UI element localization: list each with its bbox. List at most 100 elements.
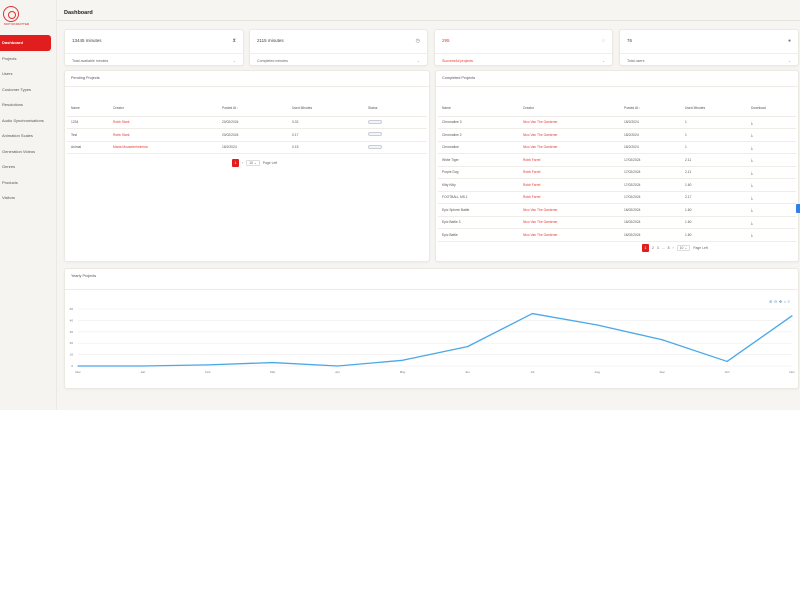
chevron-right-icon[interactable]: › bbox=[242, 161, 244, 165]
column-header-name[interactable]: Name bbox=[67, 100, 109, 117]
cell-used-minutes: 1.60 bbox=[681, 178, 747, 192]
cell-name: Chromaline bbox=[438, 141, 519, 154]
page-size-value: 10 bbox=[679, 246, 684, 250]
table-row[interactable]: White Tiger Robb Farrel 17/02/2024 2.11 ⤓ bbox=[438, 153, 796, 167]
chevron-down-icon[interactable]: ⌄ bbox=[416, 59, 420, 63]
table-row[interactable]: Chromaline Nico Van The Gardener 18/2/2024… bbox=[438, 141, 796, 154]
download-icon[interactable]: ⤓ bbox=[751, 182, 753, 188]
zoom-in-icon[interactable]: ⊕ bbox=[769, 299, 773, 304]
cell-creator-link[interactable]: Nico Van The Gardener bbox=[519, 141, 620, 154]
cell-creator-link[interactable]: Robb Stark bbox=[109, 128, 218, 142]
stat-label: Total users bbox=[627, 59, 645, 63]
table-row[interactable]: Epic Sphere Battle Nico Van The Gardener 1… bbox=[438, 203, 796, 217]
download-icon[interactable]: ⤓ bbox=[751, 119, 753, 125]
main-content: Dashboard 13445 minutes ⧗ Total availabl… bbox=[57, 0, 800, 410]
cell-creator-link[interactable]: Nico Van The Gardener bbox=[519, 228, 620, 242]
cell-used-minutes: 1 bbox=[681, 128, 747, 142]
cell-creator-link[interactable]: Robb Farrel bbox=[519, 153, 620, 167]
cell-posted-at: 16/02/2024 bbox=[620, 228, 681, 242]
divider bbox=[435, 53, 612, 54]
cell-creator-link[interactable]: Nico Van The Gardener bbox=[519, 116, 620, 129]
column-header-posted-at[interactable]: Posted At ↑ bbox=[620, 100, 681, 117]
table-row[interactable]: Kitty Kitty Robb Farrel 17/02/2024 1.60 ⤓ bbox=[438, 178, 796, 192]
sidebar-item-resolutions[interactable]: Resolutions bbox=[2, 102, 23, 108]
cell-creator-link[interactable]: Nico Van The Gardener bbox=[519, 203, 620, 217]
page-button-2[interactable]: 2 bbox=[652, 246, 654, 250]
column-header-name[interactable]: Name bbox=[438, 100, 519, 117]
column-header-creator[interactable]: Creator bbox=[519, 100, 620, 117]
cell-creator-link[interactable]: Robb Farrel bbox=[519, 178, 620, 192]
table-row[interactable]: Chromaline 3 Nico Van The Gardener 18/2/20… bbox=[438, 116, 796, 129]
cell-creator-link[interactable]: Marta Mouseterhelmina bbox=[109, 141, 218, 154]
download-icon[interactable]: ⤓ bbox=[751, 232, 753, 238]
chevron-down-icon[interactable]: ⌄ bbox=[232, 59, 236, 63]
sidebar-item-visitors[interactable]: Visitors bbox=[2, 195, 16, 201]
chevron-down-icon[interactable]: ⌄ bbox=[787, 59, 791, 63]
y-tick-label: 50 bbox=[70, 307, 74, 311]
download-icon[interactable]: ⤓ bbox=[751, 219, 753, 225]
divider bbox=[620, 53, 798, 54]
download-icon[interactable]: ⤓ bbox=[751, 132, 753, 138]
page-button[interactable]: 1 bbox=[232, 159, 239, 167]
table-row[interactable]: Animal Marta Mouseterhelmina 18/2/2024 0.15 bbox=[67, 141, 427, 154]
sidebar-item-audio-synchronisations[interactable]: Audio Synchronisations bbox=[2, 117, 44, 123]
data-point bbox=[77, 365, 79, 367]
page-button-last[interactable]: 8 bbox=[667, 246, 670, 250]
menu-icon[interactable]: ≡ bbox=[787, 299, 790, 304]
download-icon[interactable]: ⤓ bbox=[751, 144, 753, 150]
sidebar-item-generation-videos[interactable]: Generation Videos bbox=[2, 148, 36, 154]
column-header-used-minutes[interactable]: Used Minutes bbox=[288, 100, 364, 117]
table-row[interactable]: Test Robb Stark 20/02/2024 0.17 bbox=[67, 128, 427, 142]
download-icon[interactable]: ⤓ bbox=[751, 157, 753, 163]
table-row[interactable]: Purple Dog Robb Farrel 17/02/2024 2.11 ⤓ bbox=[438, 166, 796, 179]
page-button-3[interactable]: 3 bbox=[656, 246, 659, 250]
page-size-label: Page Left bbox=[693, 246, 708, 250]
column-header-download[interactable]: Download bbox=[747, 100, 796, 117]
table-row[interactable]: FOOTBALL MS.1 Robb Farrel 17/02/2024 2.17 ⤓ bbox=[438, 191, 796, 204]
divider bbox=[65, 289, 798, 290]
column-header-status[interactable]: Status bbox=[364, 100, 427, 117]
table-row[interactable]: 1234 Robb Stark 20/02/2024 0.02 bbox=[67, 116, 427, 129]
chevron-right-icon[interactable]: › bbox=[672, 246, 674, 250]
column-header-used-minutes[interactable]: Used Minutes bbox=[681, 100, 747, 117]
download-icon[interactable]: ⤓ bbox=[751, 169, 753, 175]
cell-creator-link[interactable]: Robb Farrel bbox=[519, 191, 620, 204]
table-row[interactable]: Epic Battle 3 Nico Van The Gardener 16/02/… bbox=[438, 216, 796, 229]
cell-used-minutes: 2.11 bbox=[681, 166, 747, 179]
page-size-select[interactable]: 10 ⌄ bbox=[246, 160, 260, 166]
cell-posted-at: 18/2/2024 bbox=[620, 141, 681, 154]
divider bbox=[250, 53, 427, 54]
home-icon[interactable]: ⌂ bbox=[783, 299, 787, 304]
pan-icon[interactable]: ✥ bbox=[778, 299, 783, 304]
scroll-handle[interactable] bbox=[796, 204, 800, 213]
zoom-out-icon[interactable]: ⊖ bbox=[774, 299, 778, 304]
cell-download: ⤓ bbox=[747, 141, 796, 154]
sidebar-item-products[interactable]: Products bbox=[2, 179, 18, 185]
data-point bbox=[791, 315, 793, 317]
sidebar-item-users[interactable]: Users bbox=[2, 71, 13, 77]
page-button-1[interactable]: 1 bbox=[642, 244, 649, 252]
cell-posted-at: 20/02/2024 bbox=[218, 116, 288, 129]
chevron-down-icon[interactable]: ⌄ bbox=[601, 59, 605, 63]
download-icon[interactable]: ⤓ bbox=[751, 194, 753, 200]
brand-logo[interactable] bbox=[3, 6, 19, 22]
table-row[interactable]: Epic Battle Nico Van The Gardener 16/02/20… bbox=[438, 228, 796, 242]
download-icon[interactable]: ⤓ bbox=[751, 207, 753, 213]
column-header-creator[interactable]: Creator bbox=[109, 100, 218, 117]
page-size-select[interactable]: 10 ⌄ bbox=[676, 245, 691, 251]
table-header-row: Name Creator Posted At ↑ Used Minutes St… bbox=[67, 100, 427, 117]
sidebar-item-dashboard[interactable]: Dashboard bbox=[0, 35, 51, 51]
cell-creator-link[interactable]: Nico Van The Gardener bbox=[519, 128, 620, 142]
table-row[interactable]: Chromaline 2 Nico Van The Gardener 18/2/20… bbox=[438, 128, 796, 142]
sidebar: MOTIONMATTER Dashboard Projects Users Custo… bbox=[0, 0, 57, 410]
cell-creator-link[interactable]: Robb Farrel bbox=[519, 166, 620, 179]
cell-name: Chromaline 3 bbox=[438, 116, 519, 129]
cell-creator-link[interactable]: Nico Van The Gardener bbox=[519, 216, 620, 229]
cell-creator-link[interactable]: Robb Stark bbox=[109, 116, 218, 129]
sidebar-item-projects[interactable]: Projects bbox=[2, 55, 17, 61]
sidebar-item-genres[interactable]: Genres bbox=[2, 164, 16, 170]
column-header-posted-at[interactable]: Posted At ↑ bbox=[218, 100, 288, 117]
sidebar-item-animation-scales[interactable]: Animation Scales bbox=[2, 133, 33, 139]
sidebar-item-customer-types[interactable]: Customer Types bbox=[2, 86, 32, 92]
data-point bbox=[142, 365, 144, 367]
